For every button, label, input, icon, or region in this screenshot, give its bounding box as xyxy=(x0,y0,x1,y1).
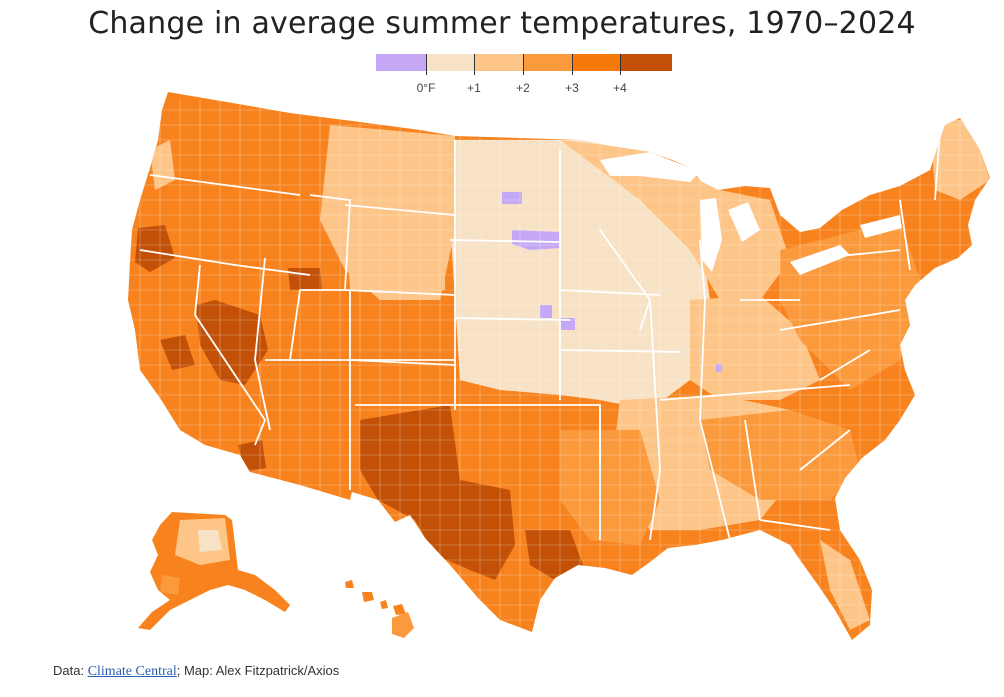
map-title: Change in average summer temperatures, 1… xyxy=(88,6,916,41)
legend-swatch-2-3 xyxy=(523,54,572,71)
legend-tick xyxy=(572,54,573,75)
state-borders xyxy=(139,129,941,541)
color-legend: 0°F +1 +2 +3 +4 xyxy=(376,54,672,98)
source-link[interactable]: Climate Central xyxy=(87,664,177,679)
zone-cooling-iowa xyxy=(560,318,575,330)
zone-plains-light xyxy=(450,140,710,410)
hawaii-islands xyxy=(345,580,406,615)
zone-california-hot xyxy=(160,335,195,370)
zone-texas-hot xyxy=(360,405,515,580)
zone-arizona-hot xyxy=(238,440,266,472)
zone-upper-midwest xyxy=(560,140,790,300)
source-credit: Data: Climate Central; Map: Alex Fitzpat… xyxy=(53,663,339,680)
zone-wyoming-hot xyxy=(288,268,322,290)
legend-swatch-0-1 xyxy=(426,54,474,71)
legend-swatch-below-zero xyxy=(376,54,426,71)
legend-label-4: +4 xyxy=(613,81,627,95)
legend-tick xyxy=(523,54,524,75)
source-prefix: Data: xyxy=(53,663,88,678)
alaska-land xyxy=(138,512,290,630)
zone-oregon-hot xyxy=(135,225,175,272)
great-lakes xyxy=(600,152,902,275)
legend-tick xyxy=(426,54,427,75)
hawaii-big-island xyxy=(392,612,414,638)
zone-cooling-dakota xyxy=(502,192,522,204)
zone-cooling-dakota-2 xyxy=(512,230,560,250)
legend-label-1: +1 xyxy=(467,81,481,95)
zone-central-texas xyxy=(525,530,585,580)
legend-tick xyxy=(474,54,475,75)
zone-nevada-hot xyxy=(196,300,268,385)
zone-florida-light xyxy=(820,540,870,630)
legend-swatch-above-4 xyxy=(620,54,672,71)
legend-swatch-3-4 xyxy=(572,54,620,71)
zone-southeast-mixed xyxy=(700,410,860,500)
zone-ohio-valley xyxy=(690,295,820,400)
zone-wyoming-light xyxy=(345,210,445,290)
map-credit: ; Map: Alex Fitzpatrick/Axios xyxy=(176,663,340,678)
us-county-temperature-map xyxy=(128,92,990,640)
legend-tick xyxy=(620,54,621,75)
legend-label-0: 0°F xyxy=(416,81,436,95)
legend-swatch-1-2 xyxy=(474,54,523,71)
zone-cooling-indiana xyxy=(716,364,722,372)
alaska-inner-light xyxy=(198,530,222,552)
legend-label-3: +3 xyxy=(565,81,579,95)
alaska-peninsula xyxy=(160,575,180,595)
legend-label-2: +2 xyxy=(516,81,530,95)
zone-gulf-mixed xyxy=(560,430,660,545)
zone-cooling-nebraska xyxy=(540,305,552,318)
